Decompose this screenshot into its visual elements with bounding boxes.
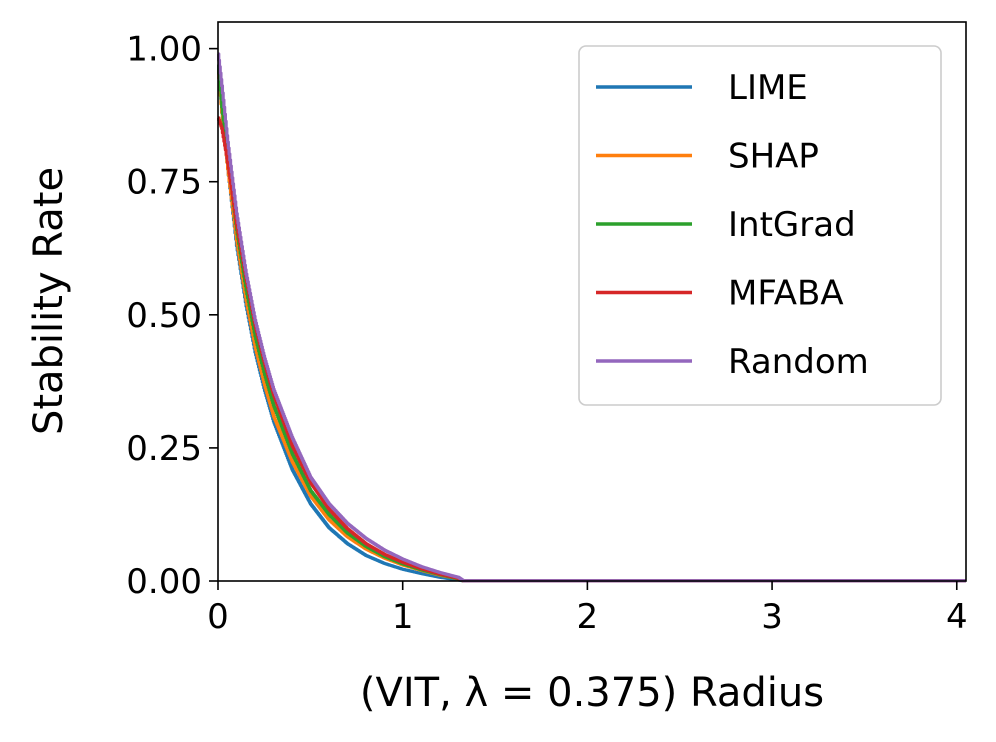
legend-label-random: Random: [728, 342, 869, 382]
x-tick-label-4: 4: [946, 597, 968, 637]
y-axis-ticks: 0.00 0.25 0.50 0.75 1.00: [126, 30, 218, 602]
y-tick-label-0: 0.00: [126, 562, 202, 602]
plot-lines: [217, 52, 966, 583]
x-axis-label: (VIT, λ = 0.375) Radius: [360, 670, 824, 716]
legend-label-intgrad: IntGrad: [728, 205, 856, 245]
series-line-random: [217, 52, 966, 583]
x-tick-label-1: 1: [392, 597, 414, 637]
x-tick-label-0: 0: [207, 597, 229, 637]
y-tick-label-2: 0.50: [126, 296, 202, 336]
y-tick-label-3: 0.75: [126, 163, 202, 203]
y-tick-label-1: 0.25: [126, 429, 202, 469]
legend-label-mfaba: MFABA: [728, 274, 844, 314]
legend-box: [578, 45, 942, 406]
x-tick-label-2: 2: [577, 597, 599, 637]
legend-label-lime: LIME: [728, 68, 808, 108]
y-axis-label: Stability Rate: [26, 167, 72, 435]
plot-frame: [217, 21, 967, 582]
y-tick-label-4: 1.00: [126, 30, 202, 70]
x-tick-label-3: 3: [761, 597, 783, 637]
legend-label-shap: SHAP: [728, 137, 819, 177]
x-axis-ticks: 0 1 2 3 4: [207, 581, 968, 637]
legend: LIME SHAP IntGrad MFABA Random: [578, 45, 942, 406]
